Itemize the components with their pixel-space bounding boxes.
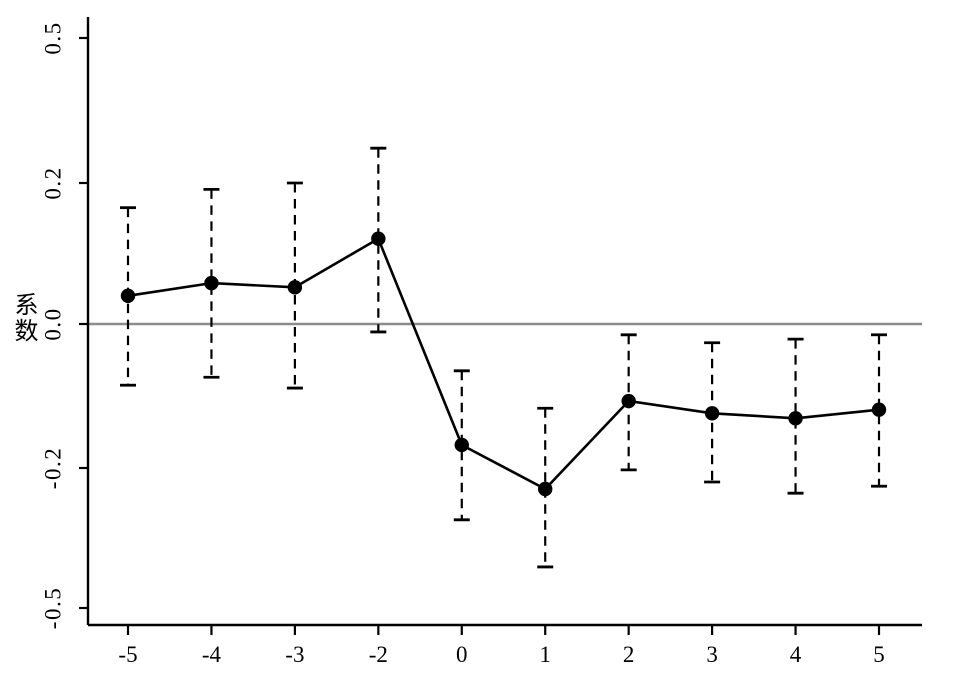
x-tick-label: 2 (623, 642, 635, 667)
y-axis-title: 系数 (10, 292, 36, 344)
data-point (871, 402, 887, 417)
x-tick-label: 0 (456, 642, 468, 667)
error-bar (453, 369, 470, 522)
y-tick-label: -0.2 (41, 447, 66, 489)
series-line (127, 237, 880, 491)
error-bar (787, 337, 804, 495)
data-point (287, 280, 303, 295)
data-point (120, 288, 136, 303)
data-points (120, 231, 887, 497)
y-tick-label: 0.2 (41, 166, 66, 199)
error-bar (370, 146, 387, 334)
x-tick-label: 5 (873, 642, 885, 667)
y-tick-label: 0.5 (41, 21, 66, 54)
x-tick-label: -5 (118, 642, 137, 667)
data-point (204, 275, 219, 291)
data-point (704, 406, 720, 421)
data-point (788, 411, 803, 426)
error-bars (120, 146, 887, 569)
x-tick-label: 4 (790, 642, 802, 667)
data-point (538, 481, 553, 497)
data-point (454, 437, 469, 453)
x-tick-label: -2 (369, 642, 388, 667)
error-bar (871, 333, 887, 488)
y-tick-label: 0.0 (41, 307, 66, 340)
x-tick-label: 1 (539, 642, 551, 667)
data-point (371, 231, 386, 246)
data-point (621, 393, 636, 409)
error-bar (203, 187, 220, 379)
x-tick-label: -4 (202, 642, 222, 667)
y-tick-label: -0.5 (41, 587, 66, 629)
axes: 0.5 0.2 0.0 -0.2 -0.5 -5 -4 -3 -2 0 1 2 3 4 5 (41, 17, 922, 667)
error-bar (537, 406, 554, 569)
x-tick-label: -3 (285, 642, 304, 667)
x-tick-label: 3 (706, 642, 718, 667)
